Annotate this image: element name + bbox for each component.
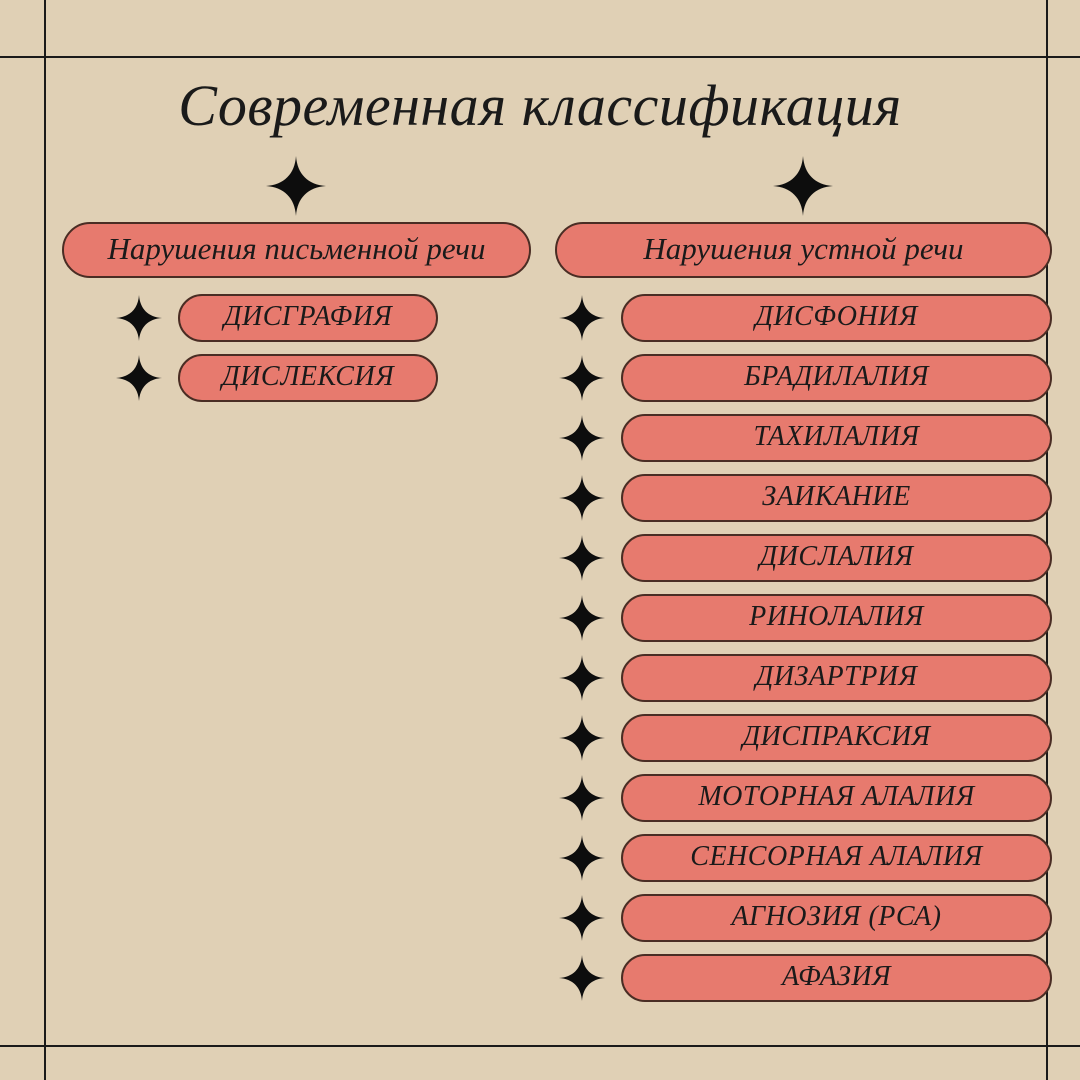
sparkle-icon	[559, 535, 605, 581]
grid-line-bottom	[0, 1045, 1080, 1047]
list-item: ЗАИКАНИЕ	[559, 474, 1052, 522]
item-list: ДИСФОНИЯ БРАДИЛАЛИЯ ТАХИЛАЛИЯ ЗАИКАНИЕ Д…	[555, 294, 1052, 1002]
sparkle-icon	[559, 955, 605, 1001]
sparkle-icon	[559, 775, 605, 821]
item-pill: АГНОЗИЯ (РСА)	[621, 894, 1052, 942]
item-pill: АФАЗИЯ	[621, 954, 1052, 1002]
sparkle-icon	[559, 835, 605, 881]
column-header: Нарушения устной речи	[555, 222, 1052, 278]
sparkle-icon	[116, 295, 162, 341]
sparkle-icon	[116, 355, 162, 401]
item-pill: ДИСФОНИЯ	[621, 294, 1052, 342]
list-item: ДИСГРАФИЯ	[116, 294, 531, 342]
sparkle-icon	[559, 895, 605, 941]
item-pill: ДИСЛАЛИЯ	[621, 534, 1052, 582]
column-1: Нарушения устной речи ДИСФОНИЯ БРАДИЛАЛИ…	[555, 156, 1052, 1002]
sparkle-icon	[266, 156, 326, 216]
page-title: Современная классификация	[60, 72, 1020, 139]
columns-container: Нарушения письменной речи ДИСГРАФИЯ ДИСЛ…	[62, 156, 1052, 1002]
list-item: МОТОРНАЯ АЛАЛИЯ	[559, 774, 1052, 822]
sparkle-icon	[559, 295, 605, 341]
list-item: ДИСЛЕКСИЯ	[116, 354, 531, 402]
column-header: Нарушения письменной речи	[62, 222, 531, 278]
list-item: ДИЗАРТРИЯ	[559, 654, 1052, 702]
item-pill: РИНОЛАЛИЯ	[621, 594, 1052, 642]
list-item: АФАЗИЯ	[559, 954, 1052, 1002]
item-pill: ДИСЛЕКСИЯ	[178, 354, 438, 402]
sparkle-icon	[559, 595, 605, 641]
item-pill: СЕНСОРНАЯ АЛАЛИЯ	[621, 834, 1052, 882]
grid-line-left	[44, 0, 46, 1080]
sparkle-icon	[773, 156, 833, 216]
item-pill: ДИСПРАКСИЯ	[621, 714, 1052, 762]
sparkle-icon	[559, 655, 605, 701]
sparkle-icon	[559, 355, 605, 401]
list-item: АГНОЗИЯ (РСА)	[559, 894, 1052, 942]
item-list: ДИСГРАФИЯ ДИСЛЕКСИЯ	[62, 294, 531, 402]
item-pill: ДИЗАРТРИЯ	[621, 654, 1052, 702]
grid-line-top	[0, 56, 1080, 58]
item-pill: БРАДИЛАЛИЯ	[621, 354, 1052, 402]
column-0: Нарушения письменной речи ДИСГРАФИЯ ДИСЛ…	[62, 156, 531, 1002]
item-pill: ТАХИЛАЛИЯ	[621, 414, 1052, 462]
list-item: ДИСФОНИЯ	[559, 294, 1052, 342]
item-pill: МОТОРНАЯ АЛАЛИЯ	[621, 774, 1052, 822]
list-item: ДИСПРАКСИЯ	[559, 714, 1052, 762]
item-pill: ЗАИКАНИЕ	[621, 474, 1052, 522]
list-item: ДИСЛАЛИЯ	[559, 534, 1052, 582]
list-item: БРАДИЛАЛИЯ	[559, 354, 1052, 402]
item-pill: ДИСГРАФИЯ	[178, 294, 438, 342]
list-item: СЕНСОРНАЯ АЛАЛИЯ	[559, 834, 1052, 882]
list-item: ТАХИЛАЛИЯ	[559, 414, 1052, 462]
sparkle-icon	[559, 475, 605, 521]
sparkle-icon	[559, 715, 605, 761]
sparkle-icon	[559, 415, 605, 461]
list-item: РИНОЛАЛИЯ	[559, 594, 1052, 642]
